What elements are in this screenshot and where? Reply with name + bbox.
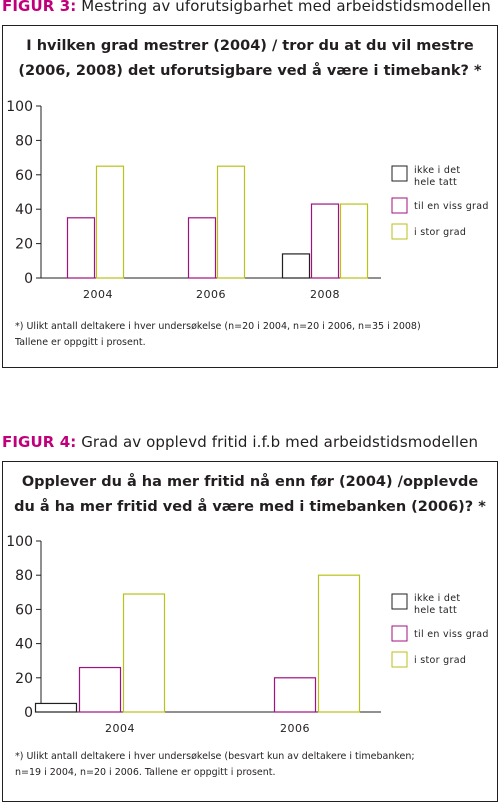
x-tick-label: 2008 — [310, 288, 340, 301]
legend-label-2: til en viss grad — [414, 629, 489, 640]
figure-4-footnote: *) Ulikt antall deltakere i hver undersø… — [15, 749, 415, 781]
legend-label-3: i stor grad — [414, 227, 466, 238]
figure-3-box: I hvilken grad mestrer (2004) / tror du … — [2, 25, 498, 368]
y-tick-label: 40 — [15, 637, 33, 653]
bar-2008-series-3 — [339, 203, 369, 279]
figure-3-footnote-line-1: *) Ulikt antall deltakere i hver undersø… — [15, 321, 421, 332]
bar-2006-series-2 — [273, 677, 317, 713]
legend-label-1: ikke i det — [414, 593, 460, 604]
bar-2008-series-1 — [281, 253, 311, 279]
figure-4-footnote-line-2: n=19 i 2004, n=20 i 2006. Tallene er opp… — [15, 767, 276, 778]
legend-swatch-3 — [391, 651, 408, 668]
y-tick-label: 40 — [15, 202, 33, 218]
figure-3-chart-title: I hvilken grad mestrer (2004) / tror du … — [3, 34, 497, 84]
figure-4-chart-title: Opplever du å ha mer fritid nå enn før (… — [3, 470, 497, 520]
x-tick-label: 2004 — [105, 722, 135, 735]
legend-swatch-3 — [391, 223, 408, 240]
bar-2004-series-3 — [122, 593, 166, 713]
figure-4-title-line-2: du å ha mer fritid ved å være med i time… — [14, 499, 486, 515]
y-tick-label: 80 — [15, 133, 33, 149]
bar-2004-series-1 — [34, 702, 78, 713]
legend-swatch-1 — [391, 593, 408, 610]
legend-swatch-2 — [391, 197, 408, 214]
y-tick-label: 60 — [15, 168, 33, 184]
y-tick-label: 20 — [15, 237, 33, 253]
legend-label-2: til en viss grad — [414, 201, 489, 212]
legend-label-1: ikke i det — [414, 165, 460, 176]
bar-2006-series-2 — [187, 217, 217, 279]
figure-4-title-line-1: Opplever du å ha mer fritid nå enn før (… — [21, 474, 479, 490]
legend-swatch-2 — [391, 625, 408, 642]
figure-3-title-line-1: I hvilken grad mestrer (2004) / tror du … — [26, 38, 474, 54]
figure-3-heading: FIGUR 3: Mestring av uforutsigbarhet med… — [2, 0, 491, 15]
y-tick-label: 100 — [6, 99, 33, 115]
figure-3-footnote: *) Ulikt antall deltakere i hver undersø… — [15, 319, 421, 351]
y-tick-label: 20 — [15, 671, 33, 687]
y-tick-label: 100 — [6, 534, 33, 550]
bar-2006-series-3 — [216, 165, 246, 279]
figure-4-heading: FIGUR 4: Grad av opplevd fritid i.f.b me… — [2, 433, 478, 451]
x-tick-label: 2006 — [196, 288, 226, 301]
legend-label-3: i stor grad — [414, 655, 466, 666]
figure-4-footnote-line-1: *) Ulikt antall deltakere i hver undersø… — [15, 751, 415, 762]
bar-2008-series-2 — [310, 203, 340, 279]
bar-2004-series-2 — [78, 666, 122, 713]
legend-swatch-1 — [391, 165, 408, 182]
legend-label-1: hele tatt — [414, 177, 457, 188]
y-tick-label: 80 — [15, 568, 33, 584]
y-tick-label: 0 — [24, 271, 33, 287]
legend-label-1: hele tatt — [414, 605, 457, 616]
figure-3-footnote-line-2: Tallene er oppgitt i prosent. — [15, 337, 146, 348]
y-tick-label: 60 — [15, 602, 33, 618]
figure-3-title-line-2: (2006, 2008) det uforutsigbare ved å vær… — [18, 63, 482, 79]
figure-3-caption: Mestring av uforutsigbarhet med arbeidst… — [76, 0, 491, 15]
x-tick-label: 2006 — [280, 722, 310, 735]
y-tick-label: 0 — [24, 705, 33, 721]
bar-2006-series-3 — [317, 574, 361, 713]
figure-4-label: FIGUR 4: — [2, 433, 77, 451]
figure-4-box: Opplever du å ha mer fritid nå enn før (… — [2, 461, 498, 802]
bar-2004-series-3 — [95, 165, 125, 279]
x-tick-label: 2004 — [83, 288, 113, 301]
figure-4-caption: Grad av opplevd fritid i.f.b med arbeids… — [76, 433, 479, 451]
bar-2004-series-2 — [66, 217, 96, 279]
figure-3-label: FIGUR 3: — [2, 0, 77, 15]
